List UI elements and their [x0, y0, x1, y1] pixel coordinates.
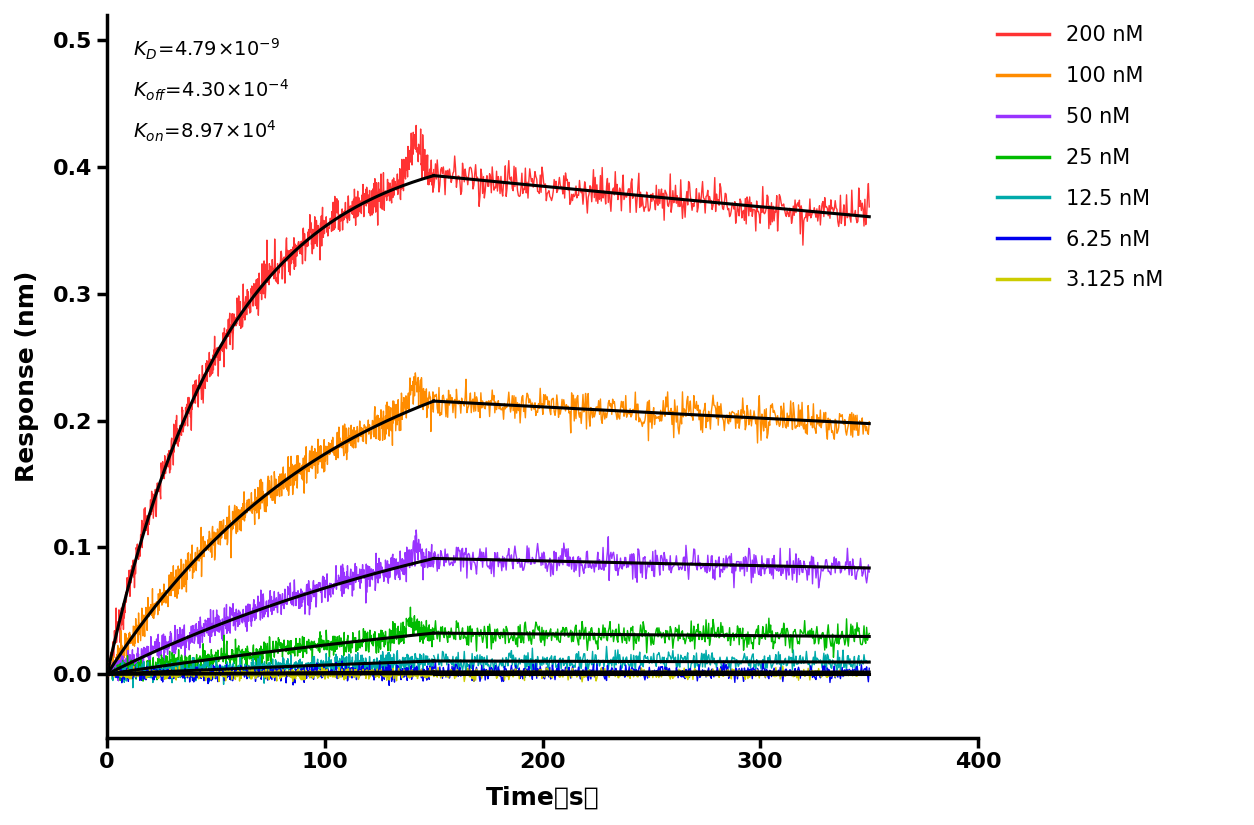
Legend: 200 nM, 100 nM, 50 nM, 25 nM, 12.5 nM, 6.25 nM, 3.125 nM: 200 nM, 100 nM, 50 nM, 25 nM, 12.5 nM, 6… — [997, 26, 1164, 290]
Y-axis label: Response (nm): Response (nm) — [15, 271, 39, 482]
X-axis label: Time（s）: Time（s） — [485, 786, 599, 810]
Text: $K_D\!=\!4.79\!\times\!10^{-9}$
$K_{off}\!=\!4.30\!\times\!10^{-4}$
$K_{on}\!=\!: $K_D\!=\!4.79\!\times\!10^{-9}$ $K_{off}… — [133, 36, 290, 144]
